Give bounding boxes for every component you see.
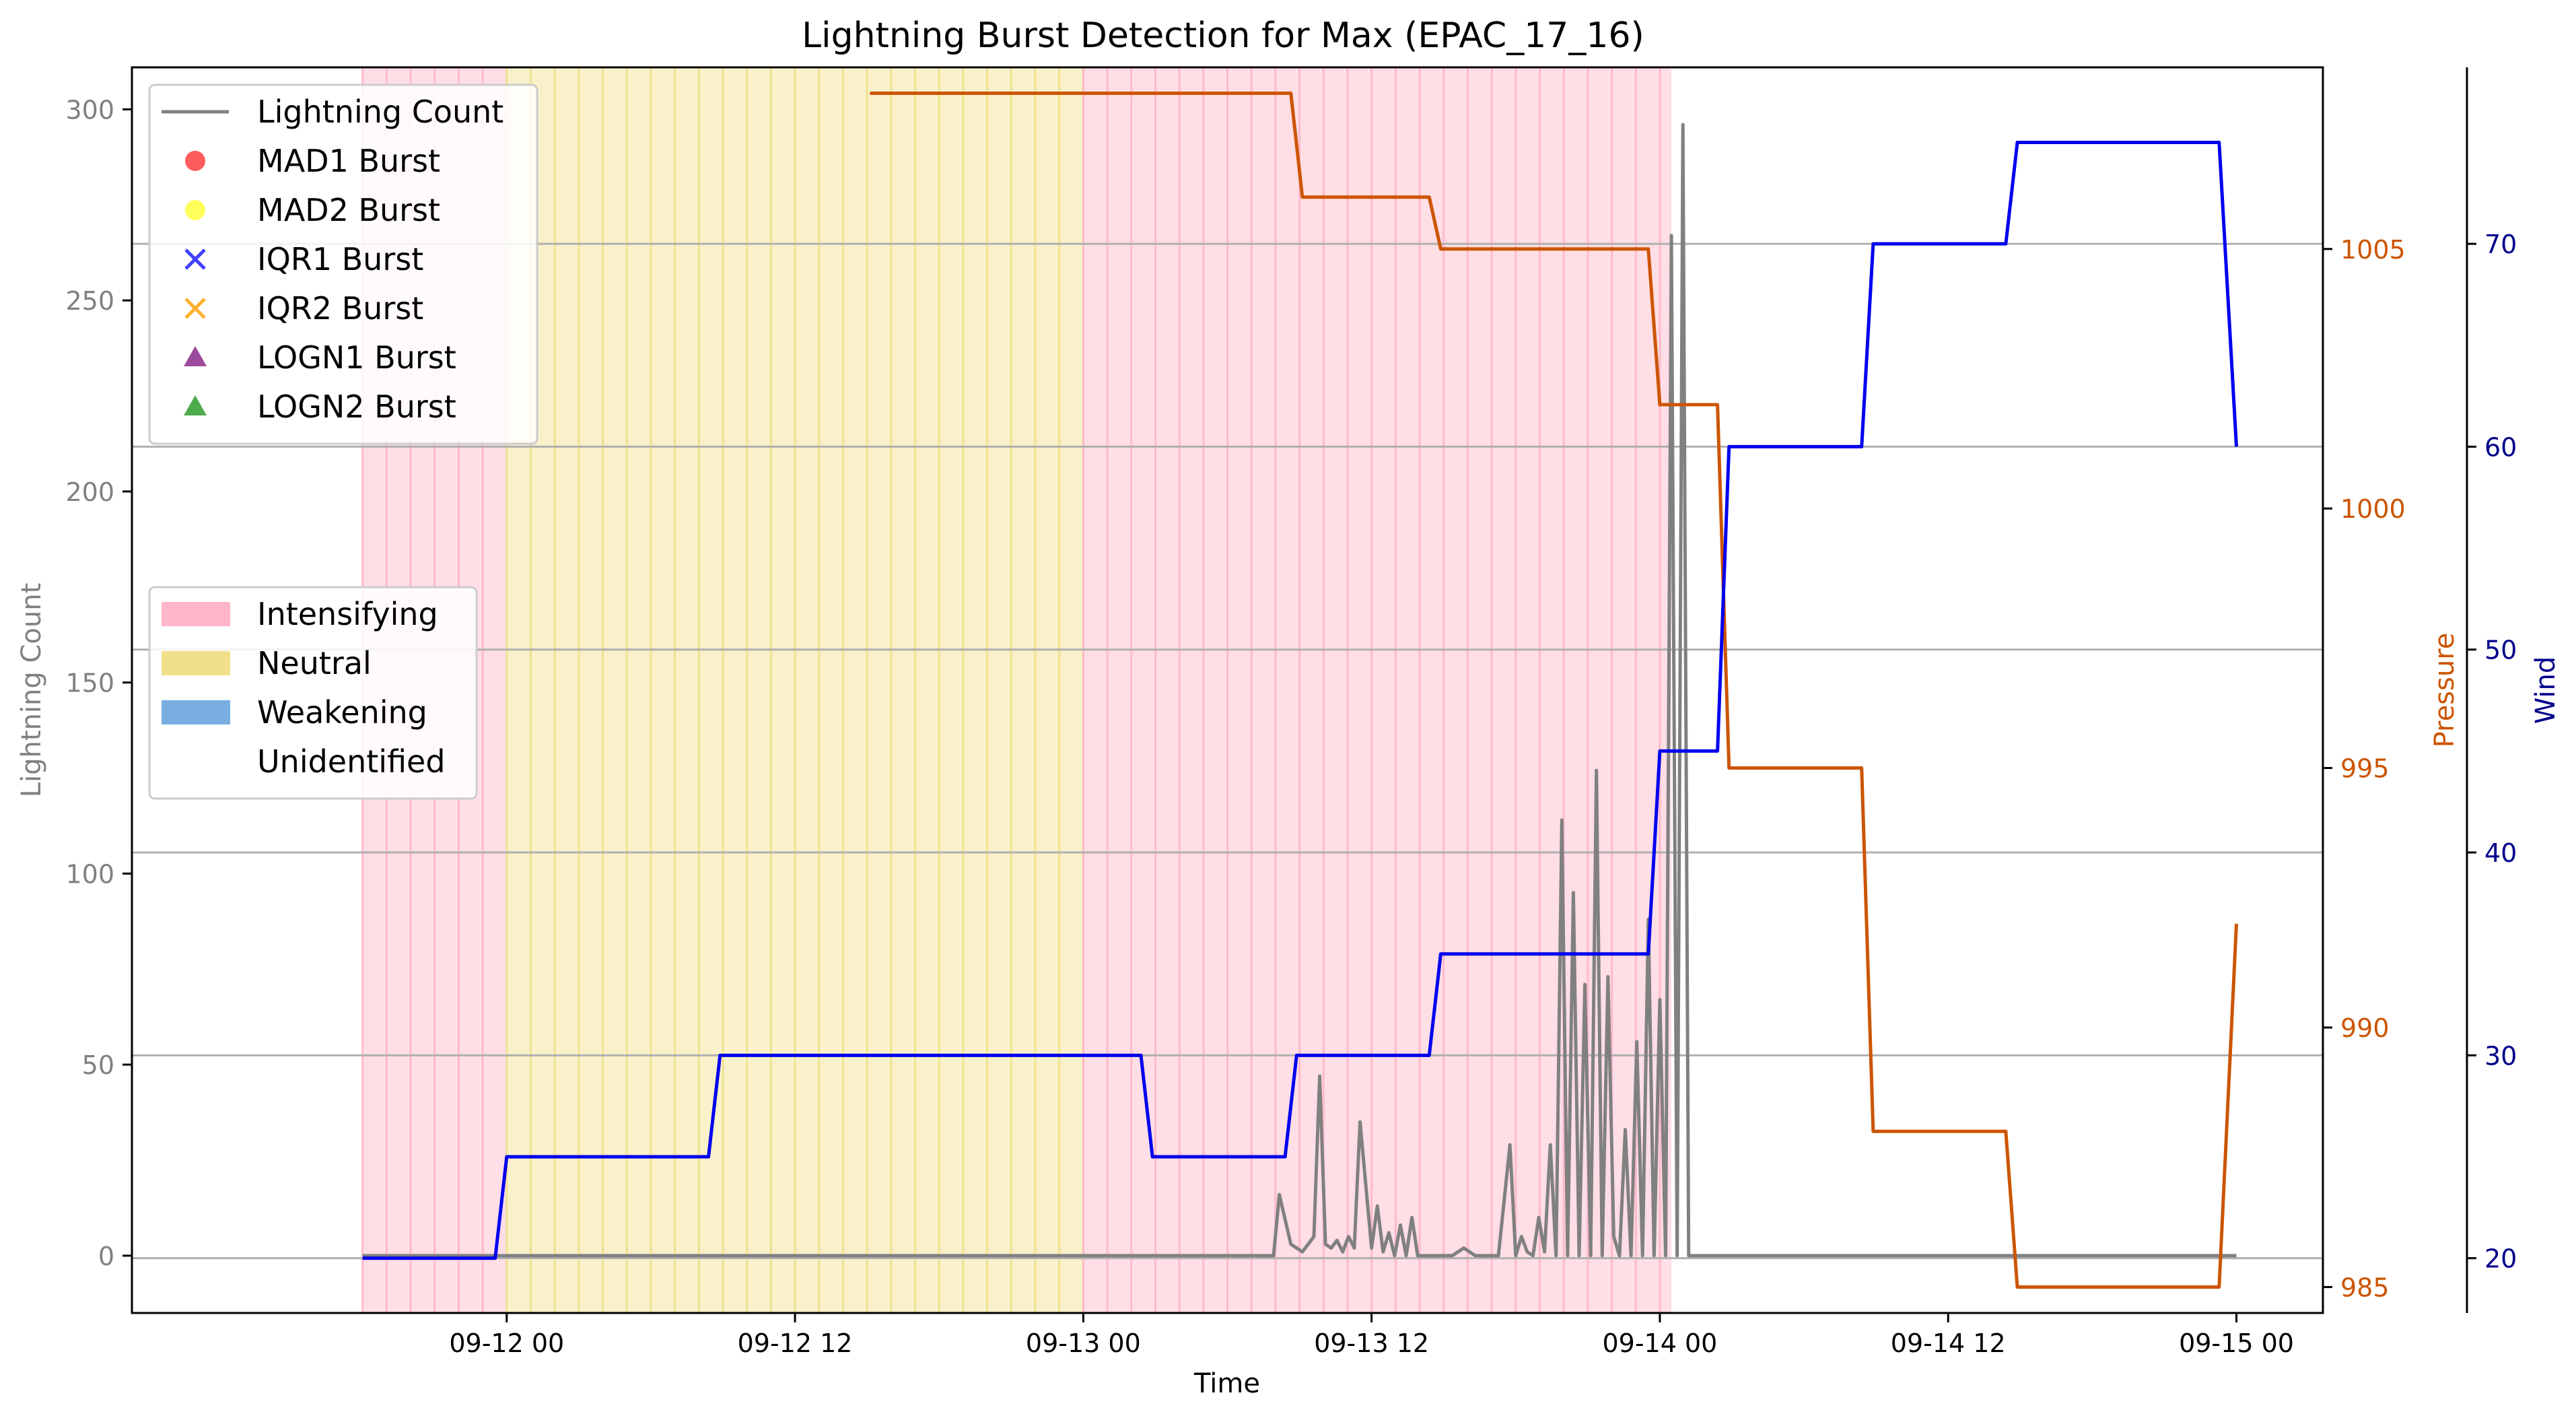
x-tick-label: 09-13 00 [1026,1328,1141,1358]
legend-phase-swatch [162,602,230,626]
legend-x-marker [184,248,206,270]
y-tick-label: 250 [65,286,114,316]
legend-label: LOGN1 Burst [257,339,456,376]
pressure-tick-label: 990 [2340,1013,2390,1043]
pressure-tick-label: 995 [2340,754,2390,784]
wind-tick-label: 60 [2484,432,2517,462]
pressure-axis-label: Pressure [2429,633,2460,748]
legend-x-marker [184,298,206,319]
legend-label: IQR1 Burst [257,241,423,277]
wind-series [362,140,2239,1260]
x-tick-label: 09-12 00 [449,1328,564,1358]
wind-tick-label: 40 [2484,838,2517,868]
x-axis: 09-12 00 09-12 12 09-13 00 09-13 12 09-14 00… [449,1313,2294,1358]
y-tick-label: 100 [65,859,114,889]
legend-label: IQR2 Burst [257,290,423,327]
wind-tick-label: 50 [2484,636,2517,665]
y-tick-label: 50 [82,1050,114,1080]
legend-phase-swatch [162,651,230,675]
pressure-tick-label: 1005 [2340,235,2406,265]
x-axis-label: Time [1193,1368,1260,1399]
plot-frame [131,66,2324,1314]
pressure-axis: 985 990 995 1000 1005 [2323,235,2406,1302]
phase-band-intensifying [1083,67,1672,1313]
y-tick-label: 200 [65,477,114,507]
x-tick-label: 09-12 12 [738,1328,853,1358]
chart-title: Lightning Burst Detection for Max (EPAC_… [802,15,1644,56]
pressure-line [870,92,2239,1289]
wind-tick-label: 70 [2484,230,2517,259]
legend-box [148,586,478,800]
pressure-series [870,92,2239,1289]
lightning-count-line [362,123,2237,1258]
legend-phase-swatch [162,700,230,724]
wind-tick-label: 20 [2484,1244,2517,1274]
pressure-tick-label: 985 [2340,1273,2390,1302]
wind-axis: 20 30 40 50 60 70 [2466,67,2517,1313]
y-axis-label: Lightning Count [16,583,47,798]
lightning-series [362,123,2237,1258]
legend-label: MAD1 Burst [257,143,440,179]
legend-label: MAD2 Burst [257,192,440,228]
x-tick-label: 09-13 12 [1314,1328,1429,1358]
wind-tick-label: 30 [2484,1041,2517,1071]
legend-phase-swatch [162,749,230,774]
legend-triangle-marker [184,395,207,415]
legend-label: Neutral [257,645,372,681]
legend-circle-marker [185,151,205,171]
legend-label: Weakening [257,694,427,731]
pressure-tick-label: 1000 [2340,494,2406,524]
x-tick-label: 09-14 00 [1603,1328,1718,1358]
wind-axis-label: Wind [2530,656,2561,724]
legend-label: Intensifying [257,596,438,632]
legend-label: Lightning Count [257,94,503,130]
left-y-axis: 0 50 100 150 200 250 300 [65,95,132,1271]
phase-bands [361,67,1672,1313]
x-tick-label: 09-15 00 [2179,1328,2294,1358]
legend-label: LOGN2 Burst [257,389,456,425]
legend-circle-marker [185,200,205,220]
legend-phases: Intensifying Neutral Weakening Unidentified [148,586,478,800]
y-tick-label: 300 [65,95,114,125]
legend-triangle-marker [184,346,207,366]
legend-label: Unidentified [257,743,446,780]
legend-box [148,83,538,445]
legend-markers: Lightning Count MAD1 Burst MAD2 Burst IQR1 … [148,83,538,445]
y-tick-label: 0 [98,1242,114,1271]
y-tick-label: 150 [65,669,114,698]
x-tick-label: 09-14 12 [1891,1328,2006,1358]
wind-line [362,140,2239,1260]
